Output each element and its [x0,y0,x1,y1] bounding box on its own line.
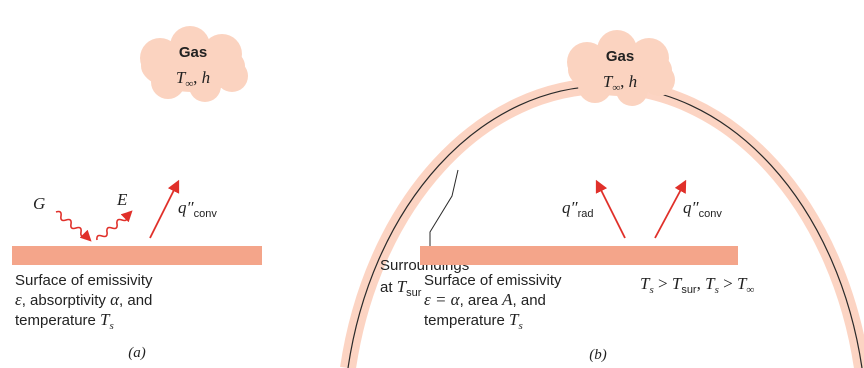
symbol: ε [15,290,22,309]
comma: , [620,72,629,91]
irradiation-arrow [55,210,92,242]
radiation-label: q″rad [562,198,594,220]
surface-line: temperature Ts [424,310,523,332]
convection-arrow [654,179,687,239]
surface-line: Surface of emissivity [15,272,153,289]
caption: (b) [589,347,607,363]
surface-line: ε, absorptivity α, and [15,290,152,309]
surface-b [420,246,738,265]
subscript: ∞ [612,82,620,94]
subscript: sur [681,284,697,296]
subscript: s [715,284,719,296]
operator: > [719,274,737,293]
symbol: T [705,274,716,293]
subscript: conv [699,208,723,220]
symbol: q″ [178,198,195,217]
symbol: h [202,68,211,87]
text: temperature [424,312,509,329]
irradiation-label: G [33,194,45,213]
subscript: conv [194,208,218,220]
symbol: ε = α [424,290,461,309]
gas-cloud-a [140,26,248,102]
text: , area [460,292,503,309]
gas-cloud-b [567,30,675,106]
symbol: q″ [562,198,579,217]
emission-label: E [116,190,128,209]
gas-state: T∞, h [603,72,637,94]
subscript: s [110,320,114,332]
subscript: s [519,320,523,332]
symbol: T [509,310,520,329]
symbol: T [100,310,111,329]
symbol: T [672,274,683,293]
symbol: T [176,68,187,87]
symbol: T [397,277,408,296]
emission-arrow [96,210,133,241]
convection-label: q″conv [683,198,722,220]
subscript: ∞ [746,284,754,296]
text: , and [119,292,152,309]
surroundings-line: at Tsur [380,277,422,299]
subscript: s [649,284,653,296]
symbol: T [603,72,614,91]
text: , absorptivity [22,292,110,309]
surface-a [12,246,262,265]
subscript: rad [578,208,594,220]
convection-arrow [149,179,180,239]
subscript: sur [406,287,422,299]
surface-line: Surface of emissivity [424,272,562,289]
symbol: T [737,274,748,293]
gas-title: Gas [606,48,634,65]
gas-title: Gas [179,44,207,61]
caption: (a) [128,345,146,361]
text: at [380,279,397,296]
surface-line: temperature Ts [15,310,114,332]
subscript: ∞ [185,78,193,90]
symbol: q″ [683,198,700,217]
symbol: h [629,72,638,91]
operator: > [654,274,672,293]
operator: , [697,274,706,293]
comma: , [193,68,202,87]
symbol: A [501,290,513,309]
surface-line: ε = α, area A, and [424,290,546,309]
convection-label: q″conv [178,198,217,220]
gas-state: T∞, h [176,68,210,90]
text: temperature [15,312,100,329]
symbol: α [110,290,120,309]
condition: Ts > Tsur, Ts > T∞ [640,274,754,296]
text: , and [513,292,546,309]
radiation-arrow [595,179,626,239]
symbol: T [640,274,651,293]
leader-line [429,169,459,252]
